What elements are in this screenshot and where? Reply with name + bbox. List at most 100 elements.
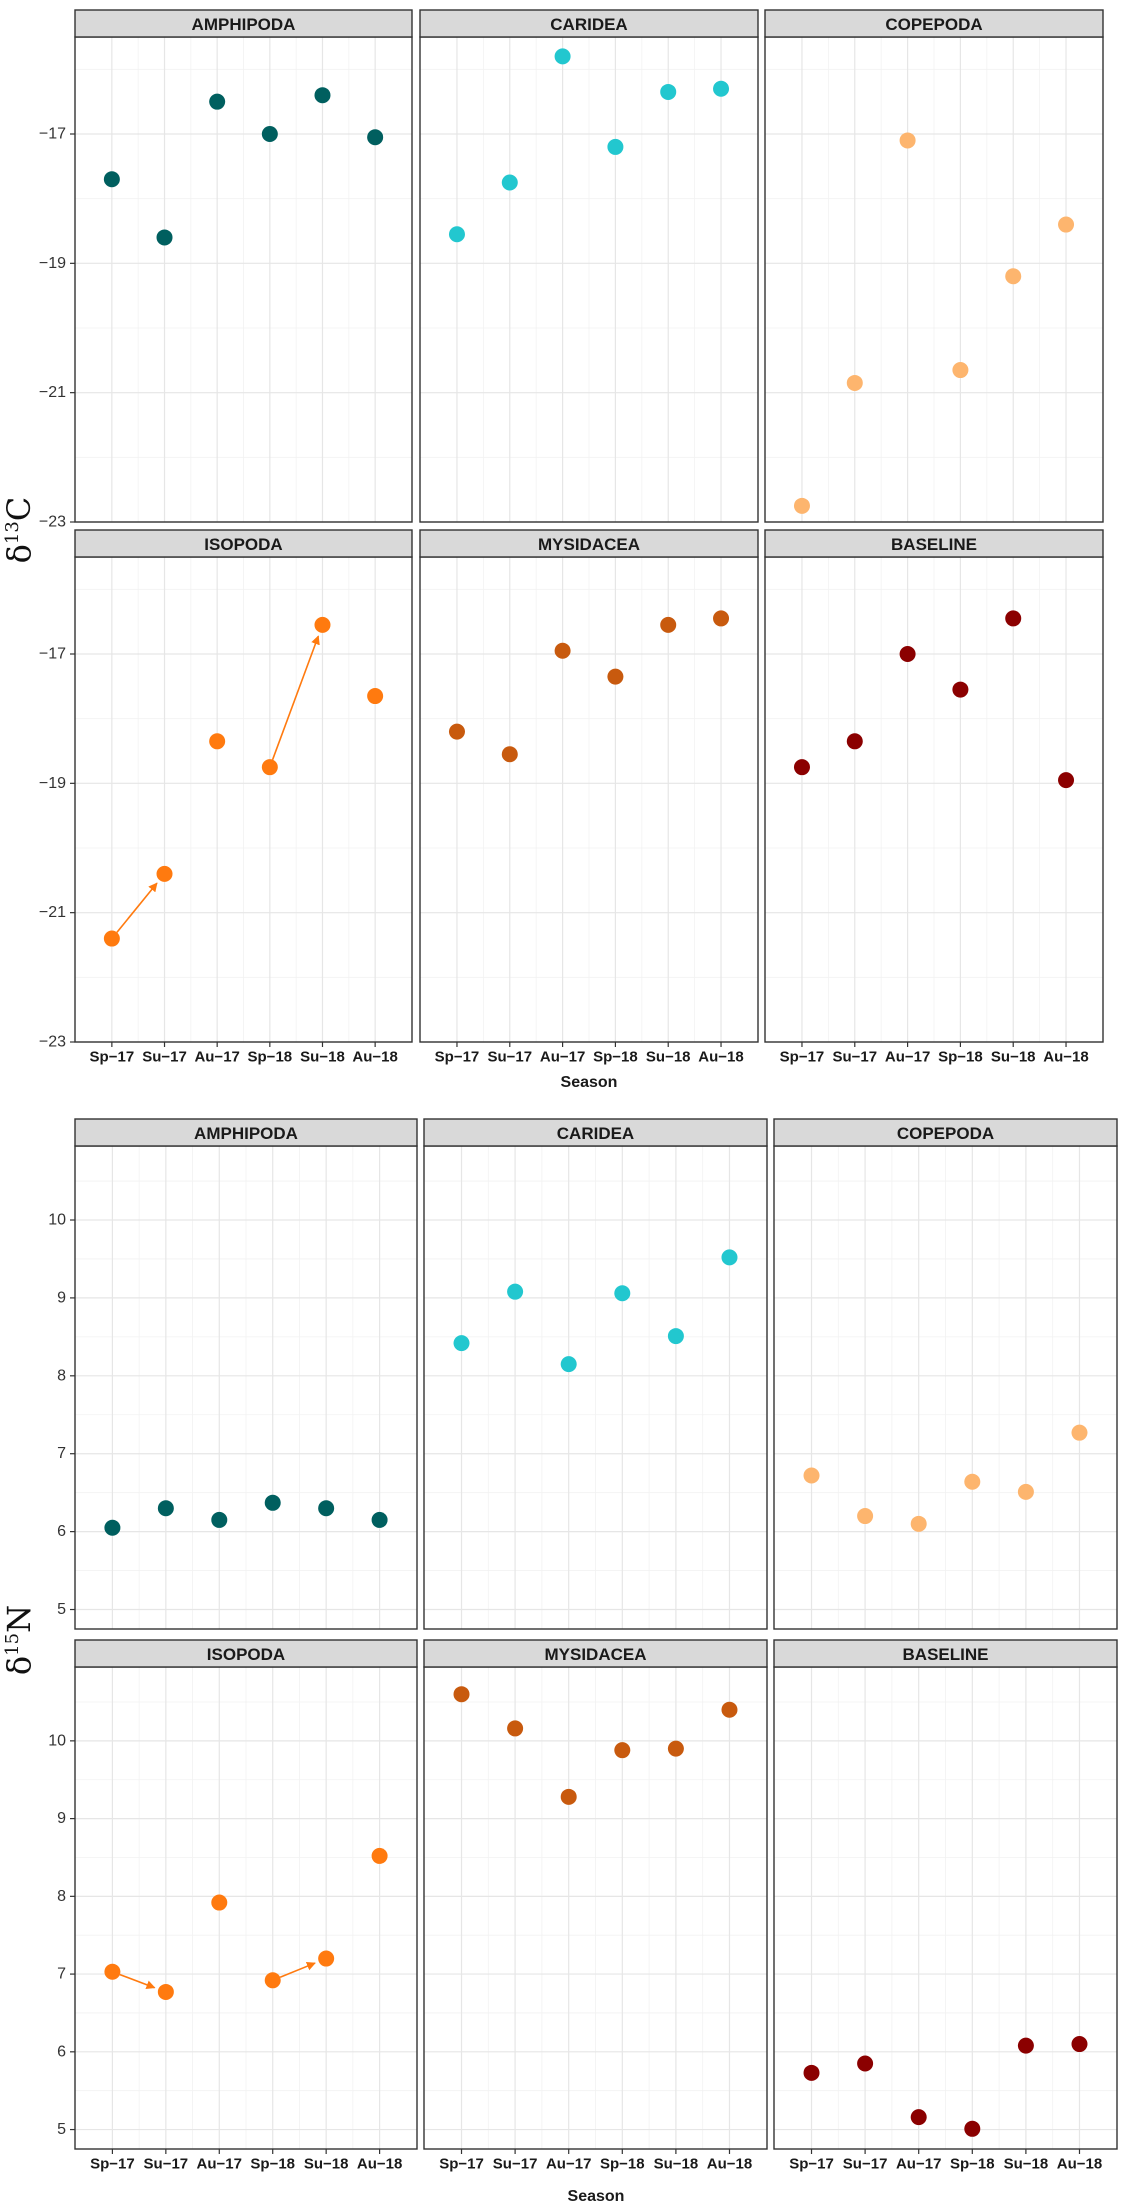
data-point-isopoda-0 — [103, 930, 120, 947]
x-tick-label: Au−17 — [546, 2155, 591, 2172]
data-point-amphipoda-3 — [261, 126, 278, 142]
y-axis-title-delta: δ — [0, 1656, 38, 1675]
data-point-copepoda-1 — [846, 374, 863, 391]
y-axis-title-mass: 13 — [2, 521, 23, 544]
data-point-mysidacea-4 — [660, 616, 677, 633]
data-point-caridea-0 — [453, 1335, 470, 1352]
panel-strip — [74, 529, 413, 558]
x-tick-label: Au−18 — [698, 1048, 743, 1065]
y-axis-title: δ15N — [0, 1605, 38, 1675]
data-point-caridea-4 — [660, 83, 677, 100]
x-tick-label: Su−18 — [300, 1048, 345, 1065]
trend-arrow — [119, 1973, 156, 1990]
y-tick-label: 7 — [57, 1966, 66, 1983]
data-point-mysidacea-0 — [448, 723, 465, 740]
y-tick-label: −17 — [39, 126, 66, 143]
y-tick-label: 9 — [57, 1810, 66, 1827]
panel-isopoda-1: ISOPODA 5 6 7 8 9 10 Sp−17 Su−17 Au−17 Sp−18 Su−18 A… — [48, 1639, 418, 2172]
data-point-baseline-5 — [1058, 772, 1075, 789]
panel-title: CARIDEA — [557, 1124, 634, 1143]
panel-strip — [773, 1639, 1118, 1668]
data-point-isopoda-4 — [318, 1950, 335, 1967]
panel-title: AMPHIPODA — [192, 15, 296, 34]
data-point-baseline-4 — [1005, 610, 1022, 627]
y-tick-label: 6 — [57, 2043, 66, 2060]
x-tick-label: Sp−18 — [593, 1048, 638, 1065]
y-tick-label: 8 — [57, 1888, 66, 1905]
data-point-amphipoda-1 — [156, 229, 173, 246]
data-point-caridea-0 — [448, 226, 465, 243]
panel-title: MYSIDACEA — [538, 535, 640, 554]
data-point-isopoda-5 — [371, 1847, 388, 1864]
data-point-amphipoda-0 — [103, 171, 120, 188]
panel-title: MYSIDACEA — [544, 1645, 646, 1664]
x-tick-label: Sp−17 — [439, 2155, 484, 2172]
y-axis-title-element: C — [0, 497, 38, 521]
x-tick-label: Su−17 — [832, 1048, 877, 1065]
y-tick-label: −23 — [39, 1034, 66, 1051]
data-point-baseline-1 — [846, 733, 863, 750]
data-point-isopoda-1 — [157, 1983, 174, 2000]
data-point-amphipoda-4 — [314, 87, 331, 104]
panel-title: CARIDEA — [550, 15, 627, 34]
x-tick-label: Sp−18 — [250, 2155, 295, 2172]
data-point-copepoda-2 — [899, 132, 916, 149]
x-tick-label: Sp−17 — [90, 1048, 135, 1065]
panel-strip — [74, 1639, 418, 1668]
data-point-mysidacea-1 — [501, 746, 518, 763]
y-tick-label: 5 — [57, 2121, 66, 2138]
data-point-isopoda-2 — [211, 1894, 228, 1911]
data-point-caridea-1 — [507, 1283, 524, 1300]
data-point-copepoda-0 — [793, 497, 810, 514]
data-point-mysidacea-4 — [667, 1740, 684, 1757]
y-tick-label: −19 — [39, 255, 66, 272]
data-point-mysidacea-5 — [713, 610, 730, 627]
x-tick-label: Sp−18 — [248, 1048, 293, 1065]
x-tick-label: Au−18 — [352, 1048, 397, 1065]
panel-strip — [764, 529, 1104, 558]
y-tick-label: 10 — [48, 1212, 66, 1229]
panel-caridea-1: CARIDEA — [423, 1118, 768, 1630]
y-tick-label: 5 — [57, 1601, 66, 1618]
data-point-caridea-5 — [713, 80, 730, 97]
y-tick-label: 8 — [57, 1367, 66, 1384]
x-tick-label: Su−18 — [1004, 2155, 1049, 2172]
data-point-baseline-4 — [1017, 2037, 1034, 2054]
y-tick-label: 9 — [57, 1289, 66, 1306]
panel-strip — [419, 529, 759, 558]
x-tick-label: Su−17 — [843, 2155, 888, 2172]
data-point-isopoda-5 — [367, 688, 384, 705]
data-point-isopoda-3 — [261, 759, 278, 776]
chart-1-n: AMPHIPODA 5 6 7 8 9 10 CARIDEA COPEPODA ISOPODA 5 6… — [0, 1118, 1118, 2205]
data-point-baseline-0 — [803, 2064, 820, 2081]
data-point-copepoda-5 — [1071, 1424, 1088, 1441]
data-point-baseline-2 — [910, 2109, 927, 2126]
panel-strip — [74, 1118, 418, 1147]
data-point-isopoda-4 — [314, 616, 331, 633]
x-tick-label: Au−18 — [1057, 2155, 1102, 2172]
panel-strip — [423, 1118, 768, 1147]
x-tick-label: Au−17 — [896, 2155, 941, 2172]
trend-arrow — [116, 882, 158, 933]
data-point-amphipoda-4 — [318, 1500, 335, 1517]
data-point-mysidacea-2 — [554, 642, 571, 659]
data-point-amphipoda-2 — [209, 93, 226, 110]
x-tick-label: Su−18 — [304, 2155, 349, 2172]
x-tick-label: Sp−17 — [780, 1048, 825, 1065]
panel-mysidacea-0: MYSIDACEA Sp−17 Su−17 Au−17 Sp−18 Su−18 Au−18 — [419, 529, 759, 1065]
panel-title: BASELINE — [903, 1645, 989, 1664]
x-tick-label: Au−18 — [707, 2155, 752, 2172]
data-point-amphipoda-5 — [367, 129, 384, 146]
panel-copepoda-1: COPEPODA — [773, 1118, 1118, 1630]
y-axis-title-mass: 15 — [2, 1633, 23, 1656]
x-tick-label: Sp−18 — [950, 2155, 995, 2172]
data-point-mysidacea-3 — [614, 1742, 631, 1759]
data-point-baseline-5 — [1071, 2036, 1088, 2053]
trend-arrow — [271, 635, 320, 760]
panel-amphipoda-1: AMPHIPODA 5 6 7 8 9 10 — [48, 1118, 418, 1630]
panel-amphipoda-0: AMPHIPODA −23 −21 −19 −17 — [39, 9, 413, 531]
data-point-mysidacea-0 — [453, 1686, 470, 1703]
data-point-caridea-3 — [607, 138, 624, 155]
data-point-baseline-1 — [857, 2055, 874, 2072]
y-tick-label: −17 — [39, 646, 66, 663]
